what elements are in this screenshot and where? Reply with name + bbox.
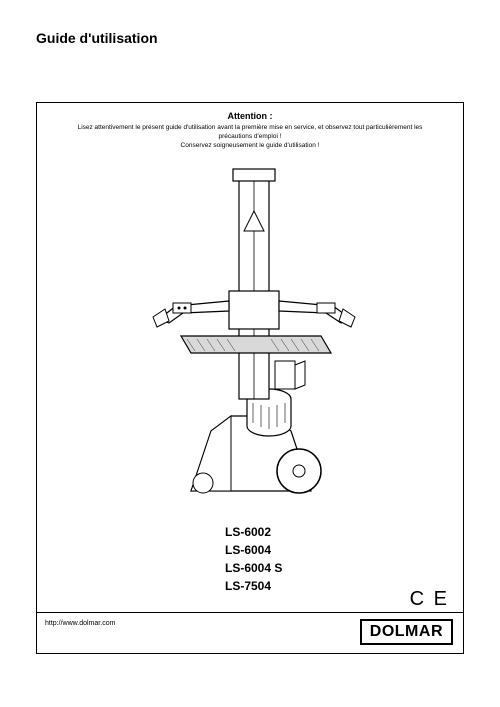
footer: http://www.dolmar.com DOLMAR	[37, 609, 463, 653]
model-1: LS-6002	[225, 523, 282, 541]
attention-text-1: Lisez attentivement le présent guide d'u…	[43, 123, 457, 132]
model-2: LS-6004	[225, 541, 282, 559]
brand-logo: DOLMAR	[360, 619, 453, 645]
attention-text-3: Conservez soigneusement le guide d'utili…	[43, 141, 457, 150]
model-list: LS-6002 LS-6004 LS-6004 S LS-7504	[225, 523, 282, 595]
model-4: LS-7504	[225, 577, 282, 595]
product-illustration	[121, 161, 381, 501]
attention-heading: Attention :	[43, 111, 457, 121]
content-frame: Attention : Lisez attentivement le prése…	[36, 102, 464, 654]
attention-block: Attention : Lisez attentivement le prése…	[37, 103, 463, 156]
attention-text-2: précautions d'emploi !	[43, 132, 457, 141]
document-title: Guide d'utilisation	[0, 0, 500, 46]
ce-mark: C E	[410, 588, 449, 611]
website-url: http://www.dolmar.com	[45, 620, 115, 627]
model-3: LS-6004 S	[225, 559, 282, 577]
